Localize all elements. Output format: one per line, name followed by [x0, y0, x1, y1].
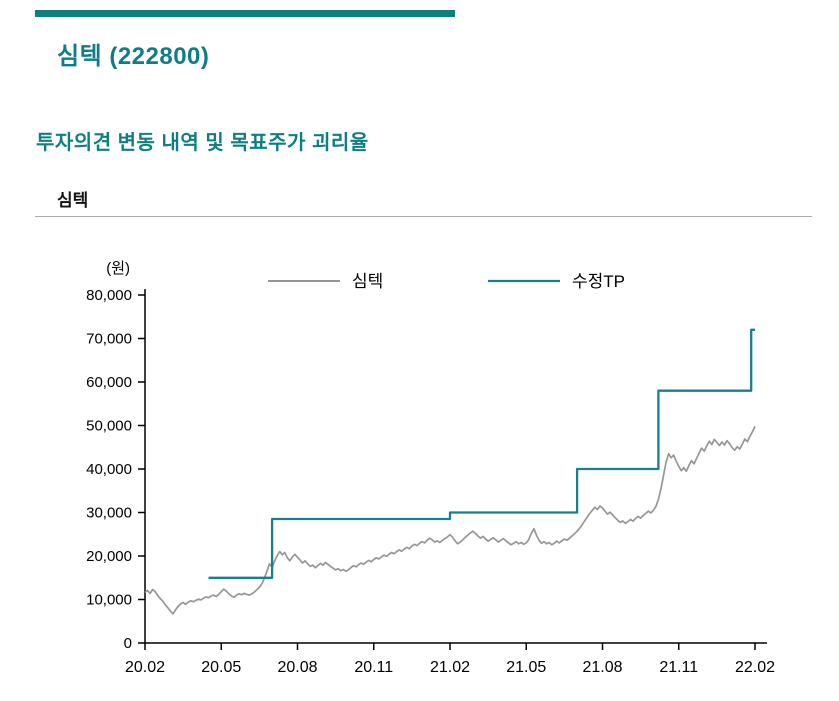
target-price-line — [208, 328, 755, 579]
section-divider — [35, 216, 812, 217]
report-title: 심텍 (222800) — [57, 43, 210, 70]
chart-title: 심텍 — [57, 191, 89, 210]
x-tick-label: 20.05 — [201, 659, 241, 676]
header-accent-bar — [35, 10, 455, 17]
y-axis-unit-label: (원) — [106, 260, 130, 277]
y-tick-label: 40,000 — [86, 461, 132, 478]
x-tick-label: 21.02 — [430, 659, 470, 676]
y-tick-label: 70,000 — [86, 331, 132, 348]
stock-price-chart: 0 10,000 20,000 30,000 40,000 50,000 60,000 70,… — [30, 243, 822, 695]
y-tick-label: 10,000 — [86, 592, 132, 609]
x-tick-label: 21.08 — [582, 659, 622, 676]
x-tick-label: 20.11 — [354, 659, 393, 676]
y-tick-label: 60,000 — [86, 374, 132, 391]
y-tick-label: 80,000 — [86, 287, 132, 304]
y-tick-label: 50,000 — [86, 418, 132, 435]
price-line — [144, 426, 756, 615]
y-tick-label: 20,000 — [86, 548, 132, 565]
x-tick-label: 22.02 — [735, 659, 775, 676]
legend-label-target: 수정TP — [572, 272, 625, 291]
x-tick-label: 20.02 — [125, 659, 165, 676]
x-tick-label: 21.05 — [506, 659, 546, 676]
y-tick-label: 0 — [124, 635, 132, 652]
legend-label-price: 심텍 — [352, 272, 383, 291]
x-tick-label: 20.08 — [277, 659, 317, 676]
chart-canvas: 0 10,000 20,000 30,000 40,000 50,000 60,000 70,… — [86, 260, 775, 676]
x-tick-label: 21.11 — [659, 659, 698, 676]
section-subtitle: 투자의견 변동 내역 및 목표주가 괴리율 — [36, 132, 369, 154]
y-tick-label: 30,000 — [86, 505, 132, 522]
